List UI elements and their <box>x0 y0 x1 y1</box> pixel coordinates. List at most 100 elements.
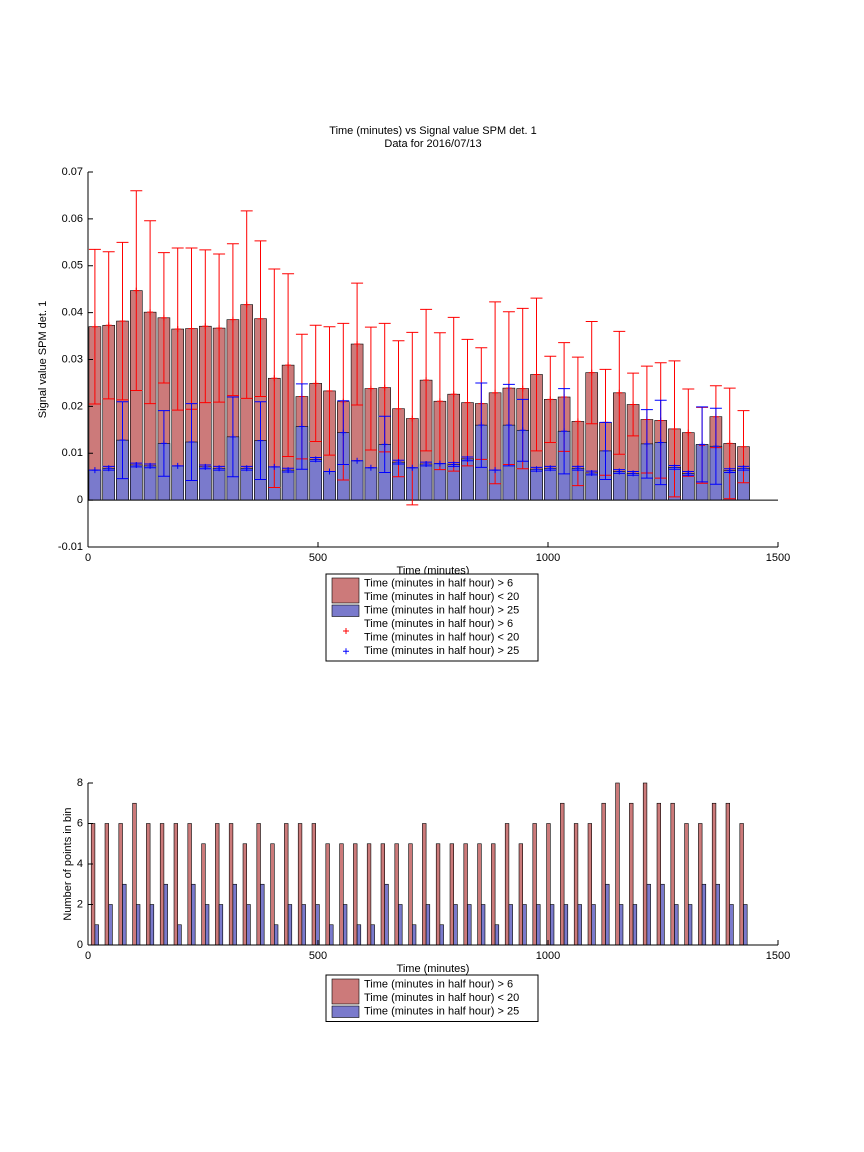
bar <box>629 802 634 946</box>
bar <box>549 904 555 946</box>
bar <box>370 924 375 946</box>
marker <box>367 385 374 392</box>
bar <box>287 904 293 946</box>
bar <box>350 460 364 501</box>
x-tick-label: 1500 <box>766 552 790 564</box>
legend-label: Time (minutes in half hour) < 20 <box>364 632 519 644</box>
bar <box>480 904 486 946</box>
marker <box>160 440 167 447</box>
marker <box>105 322 112 329</box>
bar <box>422 823 427 946</box>
bar <box>530 468 543 501</box>
bar <box>522 904 527 946</box>
bar <box>187 823 192 946</box>
x-tick-label: 1500 <box>766 950 790 962</box>
bar <box>281 469 295 501</box>
marker <box>91 323 98 330</box>
bar <box>108 904 113 946</box>
legend-label: Time (minutes in half hour) < 20 <box>364 992 519 1004</box>
bar <box>122 883 127 946</box>
bar <box>394 843 399 946</box>
marker <box>602 447 609 454</box>
chart-title: Time (minutes) vs Signal value SPM det. … <box>329 125 536 137</box>
bar <box>315 904 320 946</box>
marker <box>409 415 416 422</box>
y-tick-label: 0.04 <box>62 307 83 319</box>
bar <box>384 883 389 946</box>
legend-label: Time (minutes in half hour) > 6 <box>364 578 513 590</box>
marker <box>395 459 402 466</box>
marker <box>229 433 236 440</box>
legend-label: Time (minutes in half hour) < 20 <box>364 591 519 603</box>
bar <box>329 924 334 946</box>
marker <box>464 455 471 462</box>
marker <box>492 389 499 396</box>
legend-swatch <box>331 604 360 617</box>
bar <box>380 843 385 946</box>
marker <box>243 301 250 308</box>
bar <box>591 904 596 946</box>
marker <box>257 315 264 322</box>
bar <box>323 471 336 501</box>
marker <box>105 465 112 472</box>
x-tick-label: 500 <box>309 552 327 564</box>
bar <box>205 904 210 946</box>
bar <box>585 472 598 501</box>
chart-subtitle: Data for 2016/07/13 <box>384 138 481 150</box>
bar <box>311 823 316 946</box>
y-tick-label: 8 <box>77 777 83 789</box>
bar <box>212 467 226 501</box>
marker <box>91 467 98 474</box>
marker <box>147 462 154 469</box>
x-tick-label: 1000 <box>536 552 560 564</box>
bar <box>577 904 582 946</box>
bar <box>439 924 444 946</box>
marker <box>492 467 499 474</box>
bar <box>199 466 212 501</box>
bar <box>615 782 620 946</box>
marker <box>726 440 733 447</box>
marker <box>326 387 333 394</box>
bar <box>130 464 143 501</box>
bar <box>143 465 157 501</box>
bar <box>491 843 496 946</box>
bar <box>325 843 330 946</box>
legend-swatch <box>331 978 360 1005</box>
bar <box>646 883 651 946</box>
marker <box>271 375 278 382</box>
y-tick-label: 0.01 <box>62 447 83 459</box>
bar <box>90 823 96 946</box>
bar <box>366 843 372 946</box>
marker <box>367 464 374 471</box>
marker <box>340 429 347 436</box>
x-tick-label: 0 <box>85 552 91 564</box>
marker <box>561 428 568 435</box>
bar <box>463 843 468 946</box>
bar <box>660 883 665 946</box>
marker <box>519 385 526 392</box>
bar <box>425 904 431 946</box>
bar <box>408 843 413 946</box>
bar <box>743 904 748 946</box>
bar <box>163 883 168 946</box>
bar <box>725 802 731 946</box>
marker <box>202 463 209 470</box>
marker <box>712 443 719 450</box>
marker <box>285 467 292 474</box>
bar <box>411 924 417 946</box>
bar <box>449 843 454 946</box>
bar <box>715 883 720 946</box>
bar <box>398 904 403 946</box>
marker <box>188 325 195 332</box>
bar <box>146 823 151 946</box>
marker <box>257 437 264 444</box>
marker <box>519 427 526 434</box>
marker <box>216 325 223 332</box>
bar <box>218 904 224 946</box>
legend-label: Time (minutes in half hour) > 25 <box>364 1006 519 1018</box>
marker <box>243 465 250 472</box>
x-tick-label: 0 <box>85 950 91 962</box>
marker <box>533 466 540 473</box>
legend-marker <box>343 648 349 655</box>
